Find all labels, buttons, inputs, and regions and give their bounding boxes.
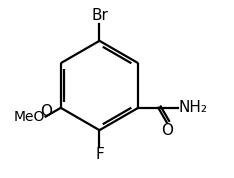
Text: Br: Br (91, 8, 108, 23)
Text: NH₂: NH₂ (179, 100, 208, 115)
Text: O: O (40, 104, 52, 119)
Text: F: F (95, 147, 104, 162)
Text: O: O (161, 123, 174, 138)
Text: MeO: MeO (13, 110, 45, 124)
